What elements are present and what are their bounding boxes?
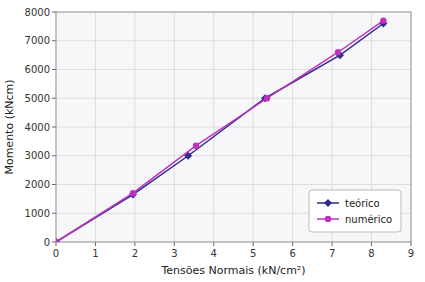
y-tick-label: 4000 <box>25 122 50 133</box>
y-tick <box>52 184 56 185</box>
x-tick-label: 6 <box>289 248 295 259</box>
legend-label: numérico <box>345 214 392 225</box>
x-tick <box>174 242 175 246</box>
legend-label: teórico <box>345 198 380 209</box>
point <box>56 239 59 242</box>
legend-marker <box>324 199 332 207</box>
x-tick <box>213 242 214 246</box>
plot-area <box>56 12 411 242</box>
y-tick <box>52 127 56 128</box>
y-tick-label: 6000 <box>25 64 50 75</box>
y-tick <box>52 155 56 156</box>
x-tick <box>134 242 135 246</box>
y-grid-line <box>56 69 411 70</box>
y-grid-line <box>56 127 411 128</box>
x-tick-label: 9 <box>408 248 414 259</box>
x-tick-label: 0 <box>53 248 59 259</box>
plot-frame <box>56 12 411 242</box>
y-tick-label: 1000 <box>25 208 50 219</box>
point <box>130 190 136 196</box>
x-tick <box>292 242 293 246</box>
x-tick <box>56 242 57 246</box>
grid <box>56 12 411 242</box>
y-tick <box>52 40 56 41</box>
y-tick-label: 3000 <box>25 150 50 161</box>
y-tick <box>52 12 56 13</box>
x-tick-label: 8 <box>368 248 374 259</box>
y-grid-line <box>56 40 411 41</box>
x-tick-label: 1 <box>92 248 98 259</box>
chart: 0 1 2 3 4 5 6 7 8 9 0 1000 2000 3000 4000 5000 6000 7000 8… <box>0 0 425 282</box>
x-tick-label: 2 <box>132 248 138 259</box>
y-tick <box>52 242 56 243</box>
y-tick <box>52 98 56 99</box>
x-tick <box>411 242 412 246</box>
y-tick-label: 0 <box>44 237 50 248</box>
legend: teórico numérico <box>309 190 401 232</box>
point <box>264 95 270 101</box>
y-tick-label: 8000 <box>25 7 50 18</box>
point <box>380 17 386 23</box>
y-tick-label: 5000 <box>25 93 50 104</box>
legend-box <box>309 190 401 232</box>
y-grid-line <box>56 184 411 185</box>
point <box>335 49 341 55</box>
x-tick <box>371 242 372 246</box>
point <box>129 191 137 199</box>
y-grid-line <box>56 155 411 156</box>
x-tick-label: 3 <box>171 248 177 259</box>
y-tick <box>52 213 56 214</box>
y-grid-line <box>56 98 411 99</box>
x-tick <box>95 242 96 246</box>
legend-marker <box>325 216 331 222</box>
x-axis-label: Tensões Normais (kN/cm²) <box>160 264 305 277</box>
y-tick-label: 2000 <box>25 179 50 190</box>
x-tick-label: 4 <box>211 248 217 259</box>
axes: 0 1 2 3 4 5 6 7 8 9 0 1000 2000 3000 4000 5000 6000 7000 8… <box>25 7 415 260</box>
y-axis-label: Momento (kNcm) <box>3 79 16 174</box>
x-tick-label: 5 <box>250 248 256 259</box>
x-tick <box>332 242 333 246</box>
x-tick-label: 7 <box>329 248 335 259</box>
y-tick <box>52 69 56 70</box>
y-tick-label: 7000 <box>25 35 50 46</box>
x-tick <box>253 242 254 246</box>
point <box>193 142 199 148</box>
